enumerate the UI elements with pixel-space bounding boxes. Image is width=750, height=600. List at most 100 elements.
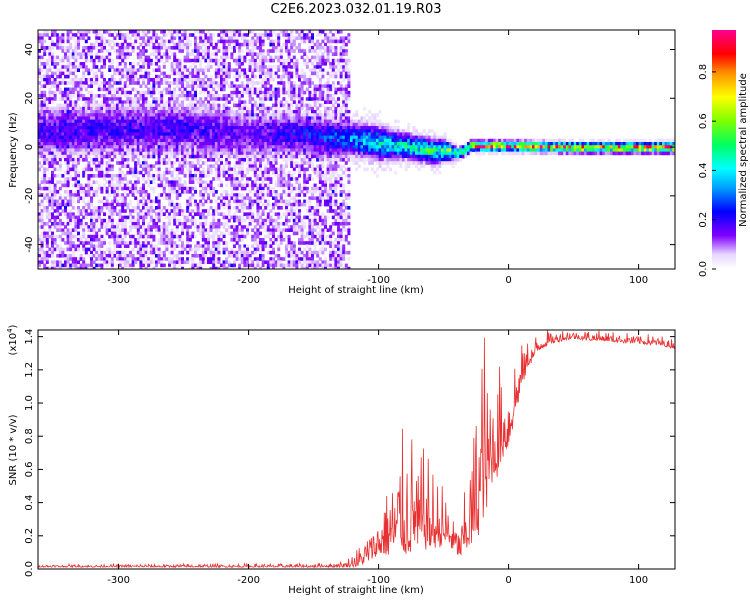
heatmap-cell [149, 87, 153, 92]
heatmap-cell [79, 78, 83, 82]
heatmap-cell [144, 132, 148, 136]
heatmap-cell [175, 183, 179, 188]
heatmap-cell [87, 183, 91, 188]
heatmap-cell [279, 74, 283, 79]
heatmap-cell [207, 154, 210, 159]
heatmap-cell [71, 106, 75, 111]
heatmap-cell [97, 186, 101, 191]
heatmap-cell [160, 250, 164, 255]
heatmap-cell [191, 126, 195, 130]
heatmap-cell [272, 110, 275, 114]
heatmap-cell [181, 39, 184, 44]
heatmap-cell [162, 177, 166, 181]
heatmap-cell [266, 250, 270, 255]
heatmap-cell [152, 116, 156, 120]
heatmap-cell [92, 116, 96, 120]
heatmap-cell [139, 106, 143, 111]
heatmap-cell [110, 148, 114, 152]
heatmap-cell [173, 113, 177, 117]
heatmap-cell [222, 42, 226, 47]
heatmap-cell [58, 206, 62, 210]
heatmap-cell [186, 138, 190, 143]
heatmap-cell [178, 106, 182, 111]
heatmap-cell [173, 100, 177, 104]
heatmap-cell [147, 103, 151, 108]
heatmap-cell [256, 206, 260, 210]
heatmap-cell [97, 110, 101, 114]
heatmap-cell [256, 81, 260, 85]
heatmap-cell [53, 167, 57, 172]
heatmap-cell [61, 138, 65, 143]
heatmap-cell [123, 266, 127, 269]
heatmap-cell [79, 55, 83, 60]
heatmap-cell [201, 100, 205, 104]
heatmap-cell [222, 263, 226, 268]
heatmap-cell [264, 164, 268, 168]
heatmap-cell [222, 33, 226, 37]
heatmap-cell [142, 122, 145, 127]
heatmap-cell [279, 154, 283, 159]
heatmap-cell [139, 161, 143, 165]
heatmap-cell [277, 142, 281, 146]
heatmap-cell [48, 190, 52, 194]
heatmap-cell [142, 161, 145, 165]
heatmap-cell [178, 145, 182, 149]
heatmap-cell [136, 68, 140, 72]
heatmap-cell [126, 110, 130, 114]
heatmap-cell [173, 142, 177, 146]
heatmap-cell [66, 135, 70, 140]
heatmap-cell [243, 100, 247, 104]
heatmap-cell [209, 90, 213, 95]
heatmap-cell [82, 71, 86, 76]
heatmap-cell [121, 100, 125, 104]
heatmap-cell [214, 148, 218, 152]
heatmap-cell [186, 39, 190, 44]
heatmap-cell [261, 62, 265, 66]
heatmap-cell [45, 122, 49, 127]
heatmap-cell [116, 193, 119, 197]
heatmap-cell [38, 135, 41, 140]
heatmap-cell [108, 254, 112, 258]
heatmap-cell [129, 129, 132, 133]
heatmap-cell [108, 174, 112, 178]
heatmap-cell [116, 263, 119, 268]
heatmap-cell [123, 196, 127, 200]
heatmap-cell [165, 122, 169, 127]
heatmap-cell [248, 100, 252, 104]
heatmap-cell [131, 142, 135, 146]
heatmap-cell [147, 81, 151, 85]
heatmap-cell [100, 170, 104, 175]
heatmap-cell [38, 206, 41, 210]
heatmap-cell [144, 135, 148, 140]
heatmap-cell [264, 218, 268, 223]
heatmap-cell [139, 266, 143, 269]
heatmap-cell [251, 81, 255, 85]
heatmap-cell [279, 180, 283, 184]
heatmap-cell [123, 158, 127, 162]
heatmap-cell [191, 113, 195, 117]
heatmap-cell [139, 74, 143, 79]
heatmap-cell [173, 58, 177, 63]
heatmap-cell [142, 97, 145, 101]
heatmap-cell [194, 148, 197, 152]
heatmap-cell [147, 170, 151, 175]
heatmap-cell [261, 135, 265, 140]
heatmap-cell [157, 212, 161, 216]
heatmap-cell [199, 46, 203, 50]
heatmap-cell [157, 241, 161, 245]
heatmap-cell [105, 180, 109, 184]
heatmap-cell [74, 42, 78, 47]
heatmap-cell [160, 71, 164, 76]
heatmap-cell [45, 138, 49, 143]
heatmap-cell [48, 161, 52, 165]
heatmap-cell [194, 247, 197, 252]
heatmap-cell [199, 36, 203, 40]
heatmap-cell [118, 42, 122, 47]
heatmap-cell [40, 199, 44, 204]
heatmap-cell [136, 238, 140, 242]
heatmap-cell [84, 87, 88, 92]
heatmap-cell [142, 129, 145, 133]
heatmap-cell [118, 49, 122, 53]
heatmap-cell [116, 222, 119, 226]
